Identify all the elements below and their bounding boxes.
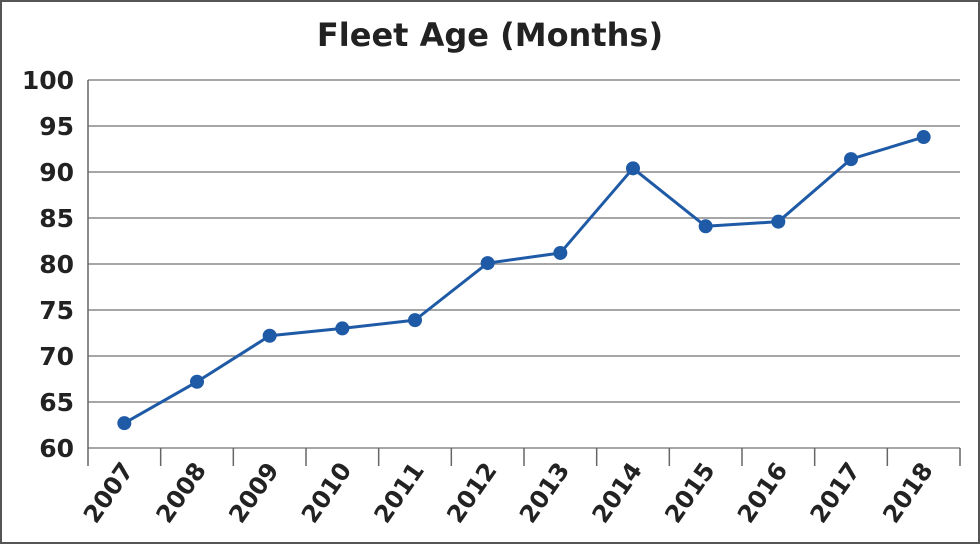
data-point-2015 <box>698 219 713 234</box>
x-tick-label-2016: 2016 <box>732 457 793 528</box>
x-tick-label-2014: 2014 <box>587 457 648 528</box>
y-tick-label-95: 95 <box>39 112 74 141</box>
y-tick-label-80: 80 <box>39 250 74 279</box>
data-point-2017 <box>844 152 858 167</box>
x-tick-label-2008: 2008 <box>151 457 212 528</box>
y-tick-label-75: 75 <box>39 296 74 325</box>
data-point-2007 <box>117 416 132 431</box>
data-point-2018 <box>916 130 931 145</box>
data-point-2008 <box>190 374 204 389</box>
x-tick-label-2013: 2013 <box>514 457 575 528</box>
y-tick-label-85: 85 <box>39 204 74 233</box>
x-tick-label-2012: 2012 <box>441 457 502 528</box>
y-tick-label-60: 60 <box>39 434 74 463</box>
data-point-2012 <box>480 256 495 271</box>
x-tick-label-2010: 2010 <box>296 457 357 528</box>
y-tick-label-100: 100 <box>22 66 74 95</box>
y-tick-label-65: 65 <box>39 388 74 417</box>
x-tick-label-2018: 2018 <box>877 457 938 528</box>
x-tick-label-2011: 2011 <box>369 457 430 528</box>
x-tick-label-2007: 2007 <box>78 457 139 528</box>
data-point-2011 <box>408 313 422 328</box>
data-point-2010 <box>335 321 350 336</box>
data-point-2009 <box>262 328 277 343</box>
data-point-2016 <box>771 214 786 229</box>
chart-title: Fleet Age (Months) <box>316 16 664 54</box>
x-tick-label-2009: 2009 <box>223 457 284 528</box>
y-tick-label-90: 90 <box>39 158 74 187</box>
series-line-0 <box>123 135 925 425</box>
data-point-2013 <box>553 245 568 260</box>
data-point-2014 <box>626 161 640 176</box>
x-tick-label-2017: 2017 <box>805 457 866 528</box>
x-tick-label-2015: 2015 <box>659 457 720 528</box>
y-tick-label-70: 70 <box>39 342 74 371</box>
